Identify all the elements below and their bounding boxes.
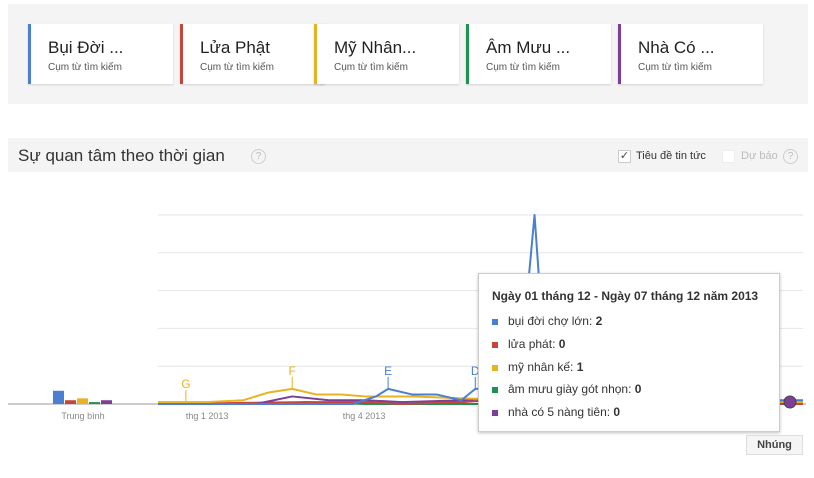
term-subtitle: Cụm từ tìm kiếm [48,62,122,73]
search-terms-bar: Bụi Đời ... Cụm từ tìm kiếm Lửa Phật Cụm t… [8,4,808,104]
average-bar [53,390,64,404]
row-label: bụi đời chợ lớn: [508,314,596,328]
row-value: 0 [613,405,621,419]
term-title: Bụi Đời ... [48,38,124,57]
forecast-help-icon[interactable]: ? [783,149,798,164]
term-title: Nhà Có ... [638,38,715,57]
term-card-0[interactable]: Bụi Đời ... Cụm từ tìm kiếm [28,24,173,84]
term-card-1[interactable]: Lửa Phật Cụm từ tìm kiếm [180,24,325,84]
chart-header: Sự quan tâm theo thời gian ? ✓ Tiêu đề t… [8,138,808,172]
annotation-letter: E [384,364,392,378]
row-value: 2 [595,314,603,328]
row-value: 0 [558,337,566,351]
legend-swatch [492,409,498,416]
tooltip-row: mỹ nhân kế: 1 [492,360,583,374]
term-subtitle: Cụm từ tìm kiếm [486,62,560,73]
term-subtitle: Cụm từ tìm kiếm [200,62,274,73]
hover-point [783,395,797,409]
embed-button[interactable]: Nhúng [746,435,803,455]
tooltip-row: bụi đời chợ lớn: 2 [492,314,602,328]
term-card-4[interactable]: Nhà Có ... Cụm từ tìm kiếm [618,24,763,84]
annotation-letter: G [181,377,190,391]
average-bar [89,402,100,404]
chart-title: Sự quan tâm theo thời gian [18,146,225,165]
legend-swatch [492,386,498,393]
term-title: Âm Mưu ... [486,38,571,57]
tooltip-title: Ngày 01 tháng 12 - Ngày 07 tháng 12 năm … [492,289,759,303]
annotation-letter: D [471,364,480,378]
help-icon[interactable]: ? [251,149,266,164]
row-label: nhà có 5 nàng tiên: [508,405,614,419]
annotation-letter: F [289,364,296,378]
row-label: âm mưu giày gót nhọn: [508,382,635,396]
forecast-label: Dự báo [741,150,778,162]
term-title: Mỹ Nhân... [334,38,417,57]
forecast-checkbox[interactable] [722,150,735,163]
term-subtitle: Cụm từ tìm kiếm [334,62,408,73]
tooltip-row: lửa phát: 0 [492,337,565,351]
x-tick-label: thg 4 2013 [343,411,386,421]
legend-swatch [492,318,498,325]
tooltip-row: âm mưu giày gót nhọn: 0 [492,382,641,396]
legend-swatch [492,341,498,348]
tooltip-row: nhà có 5 nàng tiên: 0 [492,405,620,419]
news-checkbox[interactable]: ✓ [618,150,631,163]
row-label: mỹ nhân kế: [508,360,577,374]
news-label: Tiêu đề tin tức [636,150,706,162]
legend-swatch [492,364,498,371]
term-card-2[interactable]: Mỹ Nhân... Cụm từ tìm kiếm [314,24,459,84]
row-value: 0 [634,382,642,396]
average-bar [65,400,76,404]
term-card-3[interactable]: Âm Mưu ... Cụm từ tìm kiếm [466,24,611,84]
term-subtitle: Cụm từ tìm kiếm [638,62,712,73]
x-tick-label: thg 1 2013 [186,411,229,421]
tooltip: Ngày 01 tháng 12 - Ngày 07 tháng 12 năm … [478,273,780,432]
average-bar [77,398,88,404]
row-label: lửa phát: [508,337,559,351]
row-value: 1 [576,360,584,374]
average-label: Trung bình [61,411,104,421]
average-bar [101,400,112,404]
term-title: Lửa Phật [200,38,270,57]
